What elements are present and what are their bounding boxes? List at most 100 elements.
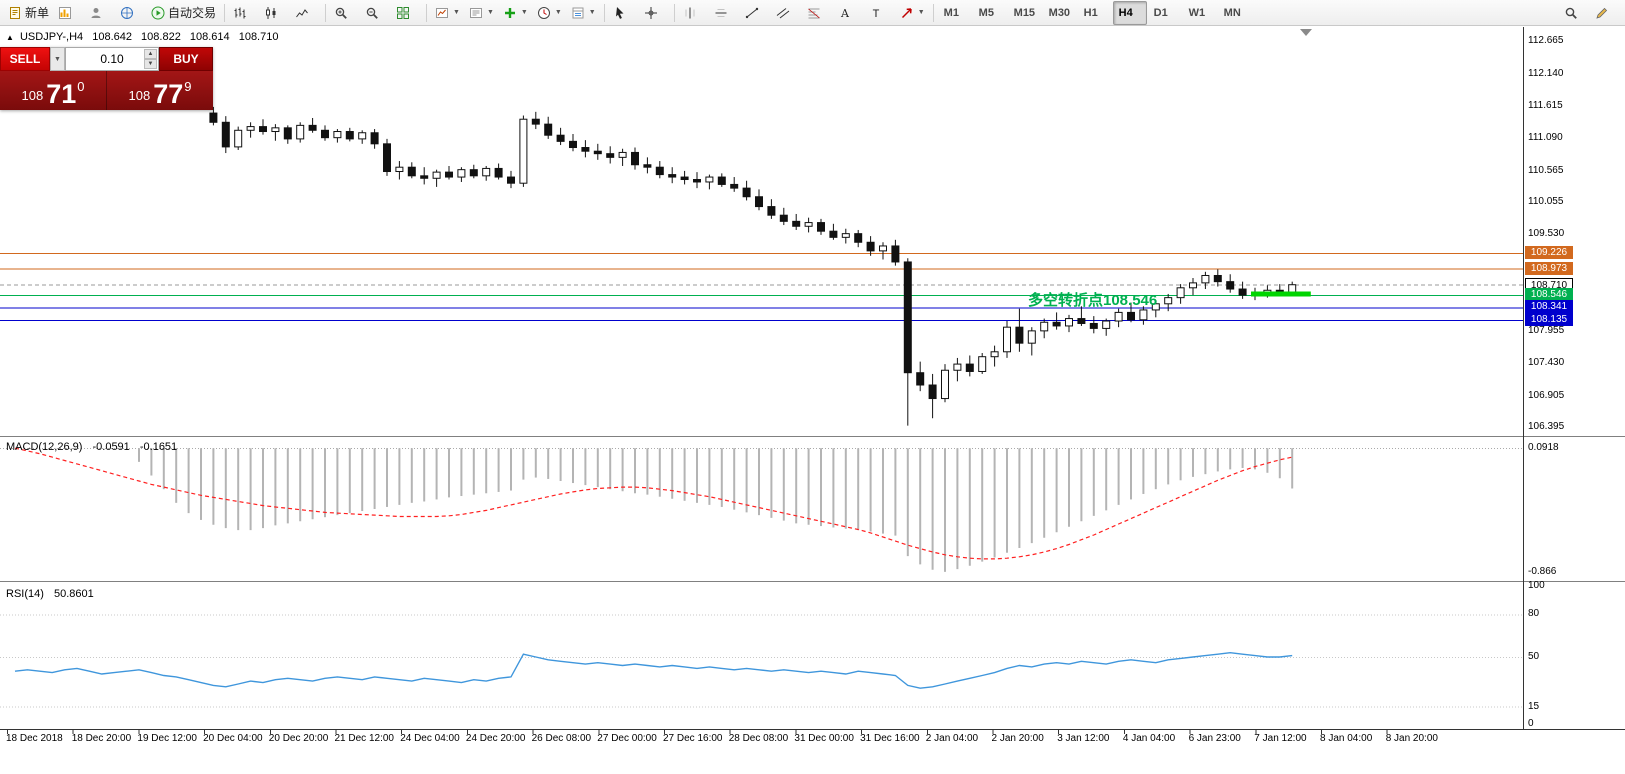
- text-label-button[interactable]: T: [865, 1, 895, 25]
- candle: [705, 176, 714, 183]
- order-type-dropdown[interactable]: ▼: [50, 47, 65, 71]
- macd-main-value: -0.0591: [92, 441, 130, 453]
- clock-icon: [537, 6, 551, 20]
- fibonacci-button[interactable]: [803, 1, 833, 25]
- macd-label: MACD(12,26,9): [6, 441, 83, 453]
- trendline-button[interactable]: [741, 1, 771, 25]
- profile-button[interactable]: [85, 1, 115, 25]
- pivot-annotation: 多空转折点108.546: [1028, 292, 1158, 309]
- candle: [333, 131, 342, 139]
- symbol-ohlc-line: ▲ USDJPY-,H4 108.642 108.822 108.614 108…: [6, 31, 284, 43]
- vertical-line-button[interactable]: [679, 1, 709, 25]
- chart-shift-marker[interactable]: [1300, 29, 1312, 36]
- quick-edit-button[interactable]: [1591, 1, 1621, 25]
- chevron-down-icon: ▼: [520, 9, 528, 16]
- tile-windows-button[interactable]: [392, 1, 422, 25]
- candle: [1176, 287, 1185, 299]
- toolbar-separator: [673, 3, 675, 22]
- candle: [854, 233, 863, 243]
- sell-button[interactable]: SELL: [0, 47, 50, 71]
- candle: [717, 176, 726, 185]
- candle: [1189, 282, 1197, 289]
- rsi-indicator-title: RSI(14) 50.8601: [6, 588, 94, 600]
- buy-button[interactable]: BUY: [159, 47, 213, 71]
- trendline-icon: [745, 6, 759, 20]
- candle: [259, 126, 267, 133]
- timeframe-H1-button[interactable]: H1: [1083, 6, 1098, 19]
- timeframe-W1-button[interactable]: W1: [1188, 6, 1206, 19]
- candle: [457, 169, 466, 178]
- candle: [829, 230, 838, 238]
- charts-button[interactable]: [54, 1, 84, 25]
- candlestick-chart-type-button[interactable]: [260, 1, 290, 25]
- candle: [308, 124, 317, 131]
- candle: [358, 132, 367, 140]
- svg-text:A: A: [840, 7, 850, 20]
- timeframe-M5-button[interactable]: M5: [978, 6, 994, 19]
- hline-icon: [714, 6, 728, 20]
- candle: [1127, 311, 1135, 321]
- timeframe-M15-button[interactable]: M15: [1013, 6, 1036, 19]
- bar-chart-type-button[interactable]: [229, 1, 259, 25]
- candle: [345, 131, 354, 140]
- timeframe-MN-button[interactable]: MN: [1223, 6, 1241, 19]
- chevron-down-icon: ▼: [486, 9, 494, 16]
- candle: [891, 245, 900, 263]
- ohlc-low: 108.614: [189, 31, 230, 43]
- volume-spinner[interactable]: ▲ ▼: [144, 49, 157, 69]
- pencil-icon: [1595, 6, 1609, 20]
- template-icon: [571, 6, 585, 20]
- svg-text:T: T: [872, 8, 879, 20]
- sell-price-button[interactable]: 108 71 0: [0, 71, 107, 110]
- new-order-button[interactable]: 新单: [4, 1, 53, 25]
- new-chart-button[interactable]: ▼: [431, 1, 464, 25]
- candle: [804, 222, 813, 227]
- zoom-in-button[interactable]: [330, 1, 360, 25]
- candle: [1164, 297, 1173, 305]
- autotrading-button[interactable]: 自动交易: [147, 1, 220, 25]
- spinner-up-icon[interactable]: ▲: [144, 49, 157, 59]
- periods-button[interactable]: ▼: [533, 1, 566, 25]
- text-button[interactable]: A: [834, 1, 864, 25]
- spinner-down-icon[interactable]: ▼: [144, 59, 157, 69]
- zoom-out-button[interactable]: [361, 1, 391, 25]
- line-chart-type-button[interactable]: [291, 1, 321, 25]
- toolbar-separator: [932, 3, 934, 22]
- chevron-down-icon: ▼: [54, 55, 61, 63]
- timeframe-M30-button[interactable]: M30: [1048, 6, 1071, 19]
- arrows-button[interactable]: ▼: [896, 1, 929, 25]
- symbol-name: USDJPY-,H4: [19, 31, 84, 43]
- profiles-button[interactable]: ▼: [465, 1, 498, 25]
- cursor-button[interactable]: [609, 1, 639, 25]
- channel-button[interactable]: [772, 1, 802, 25]
- buy-price-button[interactable]: 108 77 9: [107, 71, 213, 110]
- templates-button[interactable]: ▼: [567, 1, 600, 25]
- sell-price-sup: 0: [77, 79, 85, 94]
- candle: [1027, 330, 1036, 344]
- candle: [1040, 321, 1049, 332]
- main-toolbar: 新单 自动交易 ▼ ▼ ▼ ▼ ▼ A T ▼ M1 M5 M15 M30 H1 H4 D1 W1 MN: [0, 0, 1625, 26]
- timeframe-D1-button[interactable]: D1: [1153, 6, 1168, 19]
- candle: [742, 187, 751, 198]
- globe-icon: [120, 6, 134, 20]
- crosshair-button[interactable]: [640, 1, 670, 25]
- market-watch-button[interactable]: [116, 1, 146, 25]
- candle: [432, 171, 441, 179]
- candle: [581, 147, 590, 152]
- candle: [1065, 318, 1073, 327]
- candle: [569, 140, 577, 149]
- volume-input[interactable]: 0.10 ▲ ▼: [65, 47, 159, 71]
- search-button[interactable]: [1560, 1, 1590, 25]
- horizontal-line-button[interactable]: [710, 1, 740, 25]
- candle: [469, 169, 478, 177]
- candle: [1201, 274, 1210, 284]
- textA-icon: A: [838, 6, 852, 20]
- candle: [370, 132, 379, 145]
- timeframe-H4-button[interactable]: H4: [1112, 0, 1147, 25]
- candle: [283, 127, 292, 140]
- indicators-button[interactable]: ▼: [499, 1, 532, 25]
- candle: [544, 123, 553, 136]
- timeframe-M1-button[interactable]: M1: [943, 6, 959, 19]
